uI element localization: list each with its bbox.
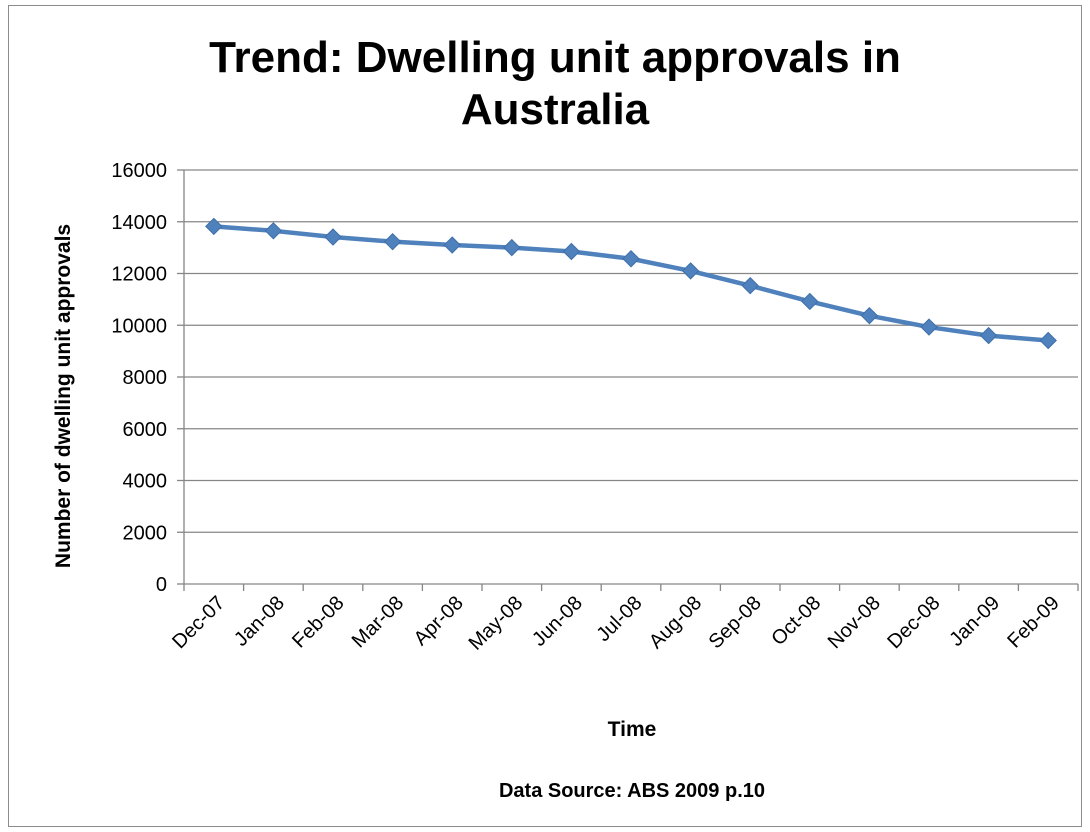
y-tick-labels: 0 2000 4000 6000 8000 10000 12000 14000 16000 (111, 160, 167, 596)
data-point-marker (681, 262, 700, 280)
x-tick-label: Jul-08 (592, 592, 646, 646)
data-point-marker (741, 276, 759, 295)
x-tick-label: Apr-08 (410, 592, 468, 650)
y-tick-label: 6000 (123, 419, 168, 441)
x-tick-label: Jan-09 (945, 592, 1004, 651)
chart-title: Trend: Dwelling unit approvals in Austra… (209, 33, 901, 134)
y-tick-label: 2000 (123, 522, 168, 544)
data-point-marker (383, 232, 402, 251)
data-point-marker (1039, 331, 1057, 350)
x-tick-label: Nov-08 (824, 592, 885, 653)
y-tick-label: 12000 (111, 264, 167, 286)
data-point-marker (920, 318, 938, 336)
y-tick-label: 14000 (111, 212, 167, 234)
series-line (211, 224, 1051, 343)
axes (177, 169, 1079, 591)
x-tick-label: Feb-08 (288, 592, 348, 652)
y-tick-label: 10000 (111, 315, 167, 337)
data-point-marker (622, 250, 640, 268)
x-tick-label: May-08 (465, 592, 528, 655)
x-tick-label: Jun-08 (528, 592, 587, 651)
x-tick-label: Sep-08 (705, 592, 766, 653)
chart-title-line-1: Trend: Dwelling unit approvals in (209, 33, 901, 82)
chart-title-line-2: Australia (461, 85, 650, 134)
data-point-marker (860, 306, 879, 325)
y-axis-label: Number of dwelling unit approvals (52, 224, 75, 568)
x-tick-label: Dec-08 (883, 592, 944, 653)
data-source-note: Data Source: ABS 2009 p.10 (499, 780, 765, 802)
x-tick-label: Aug-08 (645, 592, 706, 653)
chart-frame (8, 5, 1082, 827)
data-point-marker (324, 228, 342, 246)
gridlines (184, 169, 1078, 533)
y-tick-label: 4000 (123, 471, 168, 493)
data-point-marker (264, 222, 283, 240)
x-tick-label: Dec-07 (168, 592, 229, 653)
series (205, 217, 1057, 350)
data-point-marker (562, 242, 581, 261)
y-tick-label: 16000 (111, 160, 167, 182)
data-point-marker (443, 236, 461, 254)
y-tick-label: 8000 (123, 367, 168, 389)
data-point-marker (801, 292, 819, 311)
x-tick-label: Feb-09 (1003, 592, 1063, 652)
data-point-marker (979, 326, 998, 345)
data-point-marker (503, 238, 521, 257)
x-tick-label: Jan-08 (230, 592, 289, 651)
y-tick-label: 0 (156, 574, 167, 596)
data-point-marker (205, 217, 223, 236)
x-axis-label: Time (608, 718, 657, 741)
x-tick-label: Oct-08 (767, 592, 825, 650)
x-tick-label: Mar-08 (348, 592, 408, 652)
